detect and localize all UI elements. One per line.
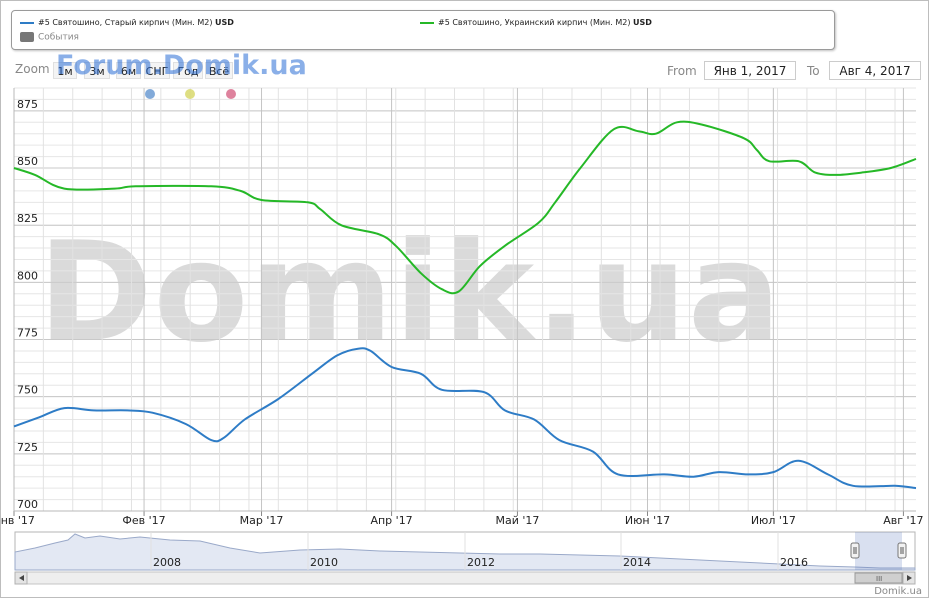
zoom-3m-button[interactable]: 3м bbox=[84, 62, 110, 79]
navigator-year-label: 2014 bbox=[623, 556, 651, 569]
navigator-year-label: 2016 bbox=[780, 556, 808, 569]
x-tick-label: Янв '17 bbox=[0, 514, 35, 527]
navigator-left-handle[interactable] bbox=[850, 542, 860, 559]
navigator-area bbox=[14, 533, 916, 571]
credit-link[interactable]: Domik.ua bbox=[874, 586, 922, 597]
series-line-old-brick[interactable] bbox=[13, 347, 917, 490]
x-tick-label: Май '17 bbox=[495, 514, 539, 527]
domik-watermark: Domik.ua bbox=[38, 212, 783, 373]
navigator-year-label: 2012 bbox=[467, 556, 495, 569]
event-marker[interactable] bbox=[145, 89, 155, 99]
y-tick-label: 875 bbox=[17, 98, 38, 111]
navigator-year-label: 2008 bbox=[153, 556, 181, 569]
event-marker[interactable] bbox=[226, 89, 236, 99]
zoom-6m-button[interactable]: 6м bbox=[116, 62, 141, 79]
y-tick-label: 725 bbox=[17, 441, 38, 454]
to-date-input[interactable]: Авг 4, 2017 bbox=[829, 61, 921, 80]
legend-item-ukr-brick[interactable]: #5 Святошино, Украинский кирпич (Мин. М2… bbox=[420, 18, 652, 27]
y-tick-label: 850 bbox=[17, 155, 38, 168]
zoom-ytd-button[interactable]: СНГ bbox=[144, 62, 170, 79]
events-square-icon bbox=[20, 32, 34, 42]
x-tick-label: Авг '17 bbox=[883, 514, 923, 527]
y-tick-label: 825 bbox=[17, 212, 38, 225]
to-label: To bbox=[807, 64, 820, 78]
zoom-label: Zoom bbox=[15, 62, 50, 76]
arrow-right-icon bbox=[907, 575, 912, 581]
navigator-year-label: 2010 bbox=[310, 556, 338, 569]
forum-watermark: Forum.Domik.ua bbox=[56, 50, 307, 81]
y-tick-label: 750 bbox=[17, 384, 38, 397]
navigator-selected-range[interactable] bbox=[855, 532, 902, 570]
arrow-left-icon bbox=[19, 575, 24, 581]
zoom-1y-button[interactable]: Год bbox=[173, 62, 203, 79]
series-line-ukr-brick[interactable] bbox=[13, 120, 917, 295]
from-date-input[interactable]: Янв 1, 2017 bbox=[704, 61, 796, 80]
navigator-scrollbar-track[interactable] bbox=[14, 571, 916, 585]
event-marker[interactable] bbox=[185, 89, 195, 99]
legend-unit: USD bbox=[215, 18, 234, 27]
legend-line-icon bbox=[20, 21, 34, 24]
y-tick-label: 700 bbox=[17, 498, 38, 511]
y-tick-label: 775 bbox=[17, 327, 38, 340]
navigator-right-handle[interactable] bbox=[897, 542, 907, 559]
y-tick-label: 800 bbox=[17, 269, 38, 282]
navigator-scrollbar-thumb[interactable] bbox=[854, 572, 903, 584]
x-tick-label: Мар '17 bbox=[240, 514, 284, 527]
zoom-1m-button[interactable]: 1м bbox=[53, 62, 77, 79]
legend-item-events[interactable]: События bbox=[20, 32, 79, 43]
legend-label: #5 Святошино, Украинский кирпич (Мин. М2… bbox=[438, 18, 631, 27]
zoom-all-button[interactable]: Всё bbox=[205, 62, 233, 79]
legend: #5 Святошино, Старый кирпич (Мин. М2) US… bbox=[11, 10, 835, 50]
legend-line-icon bbox=[420, 21, 434, 24]
x-tick-label: Июл '17 bbox=[751, 514, 796, 527]
legend-item-old-brick[interactable]: #5 Святошино, Старый кирпич (Мин. М2) US… bbox=[20, 18, 234, 27]
legend-label: #5 Святошино, Старый кирпич (Мин. М2) bbox=[38, 18, 213, 27]
legend-label: События bbox=[38, 32, 79, 43]
legend-unit: USD bbox=[633, 18, 652, 27]
x-tick-label: Фев '17 bbox=[122, 514, 165, 527]
scrollbar-grip-icon: III bbox=[876, 575, 882, 583]
x-tick-label: Июн '17 bbox=[625, 514, 670, 527]
from-label: From bbox=[667, 64, 697, 78]
x-tick-label: Апр '17 bbox=[370, 514, 412, 527]
